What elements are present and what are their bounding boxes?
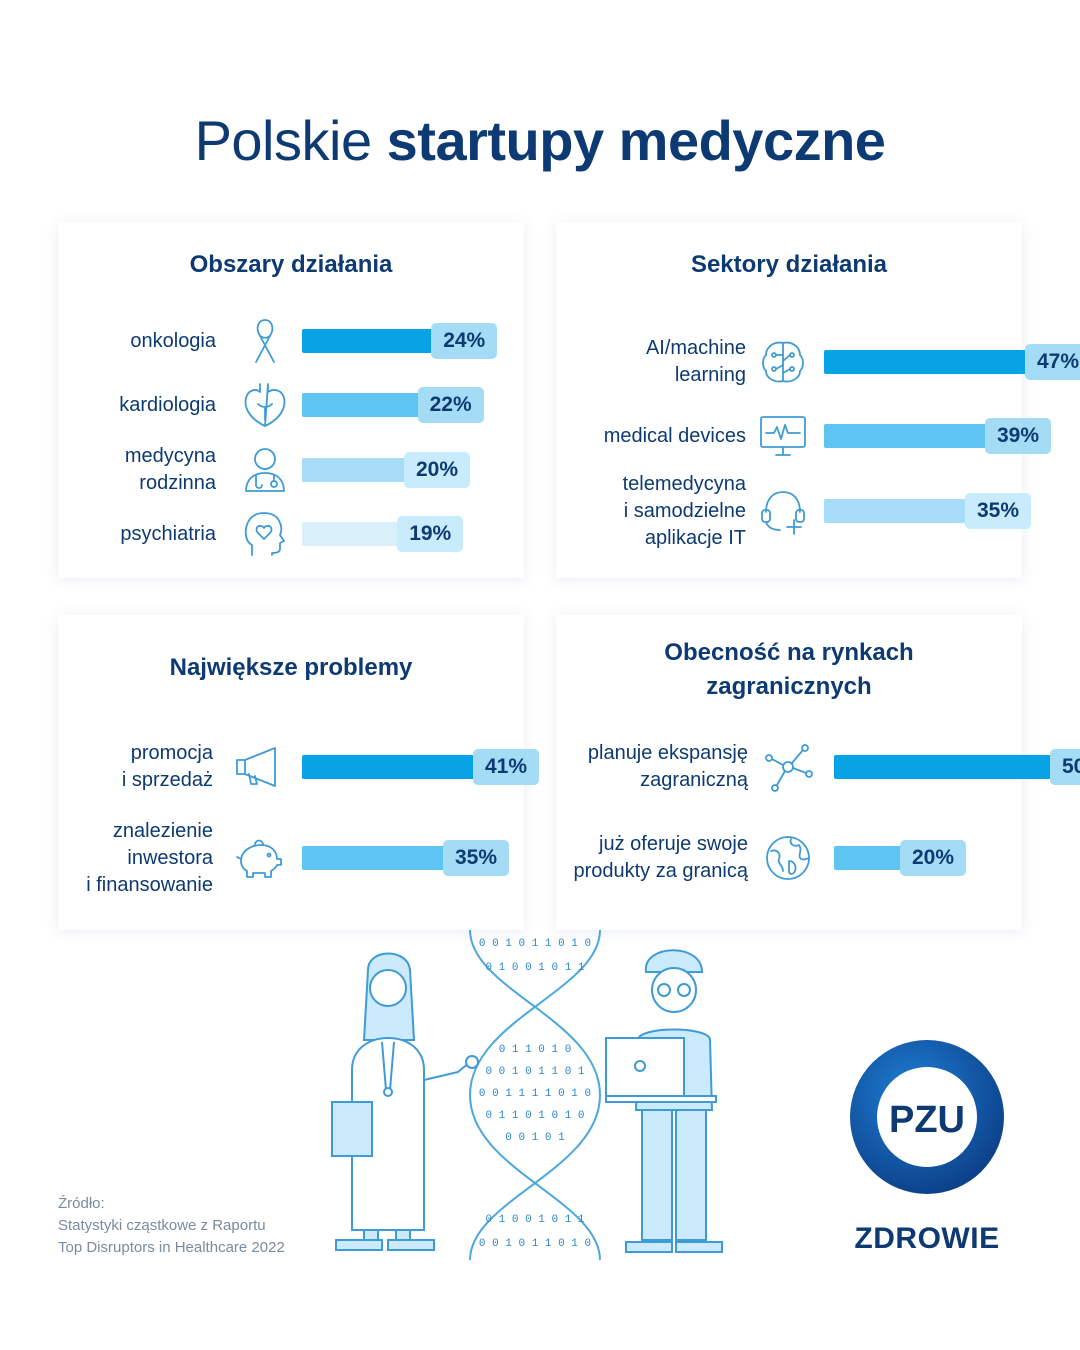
source-note: Źródło: Statystyki cząstkowe z Raportu T… bbox=[58, 1193, 285, 1259]
card-title: Obecność na rynkach zagranicznych bbox=[664, 639, 914, 700]
chart-row: znalezienie inwestora i finansowanie 35% bbox=[58, 820, 524, 896]
value-label: 20% bbox=[900, 840, 967, 876]
piggy-bank-icon bbox=[231, 831, 285, 885]
card-sektory-dzialania: Sektory działania AI/machine learning 47%… bbox=[556, 222, 1080, 578]
category-label: medycyna rodzinna bbox=[124, 445, 216, 494]
title-light: Polskie bbox=[194, 109, 373, 172]
category-label: planuje ekspansję zagraniczną bbox=[587, 742, 748, 791]
bar-track: 20% bbox=[302, 452, 508, 488]
bar-track: 35% bbox=[302, 840, 547, 876]
value-label: 20% bbox=[404, 452, 471, 488]
chart-row: AI/machine learning 47% bbox=[556, 337, 1080, 386]
card-title: Obszary działania bbox=[189, 251, 393, 278]
category-label: medical devices bbox=[603, 424, 746, 447]
doctor-figure bbox=[331, 952, 479, 1251]
illustration: 0 0 1 0 1 1 0 1 0 0 1 0 0 1 0 1 1 0 1 1 … bbox=[331, 930, 723, 1260]
pzu-logo: PZU bbox=[850, 1040, 1004, 1194]
category-label: telemedycyna i samodzielne aplikacje IT bbox=[622, 472, 746, 549]
bar-track: 50% bbox=[834, 749, 1080, 785]
chart-row: planuje ekspansję zagraniczną 50% bbox=[556, 742, 1080, 792]
value-label: 35% bbox=[965, 493, 1032, 529]
chart-row: kardiologia 22% bbox=[58, 383, 524, 427]
bar bbox=[824, 350, 1059, 374]
title-bold: startupy medyczne bbox=[386, 109, 886, 172]
chart-row: telemedycyna i samodzielne aplikacje IT 3… bbox=[556, 473, 1032, 549]
globe-icon bbox=[761, 831, 815, 885]
chart-row: już oferuje swoje produkty za granicą 20% bbox=[556, 833, 1022, 882]
value-label: 41% bbox=[473, 749, 540, 785]
page-title: Polskie startupy medyczne bbox=[0, 108, 1080, 173]
source-line: Top Disruptors in Healthcare 2022 bbox=[58, 1239, 285, 1256]
bar-track: 41% bbox=[302, 749, 577, 785]
heart-organ-icon bbox=[238, 378, 292, 432]
network-nodes-icon bbox=[761, 740, 815, 794]
bar-track: 24% bbox=[302, 323, 535, 359]
logo-text: ZDROWIE bbox=[854, 1222, 1000, 1255]
value-label: 39% bbox=[985, 418, 1052, 454]
chart-row: medycyna rodzinna 20% bbox=[58, 445, 524, 494]
dna-binary-line: 0 0 1 0 1 bbox=[505, 1132, 565, 1144]
heart-monitor-icon bbox=[756, 409, 810, 463]
brain-circuit-icon bbox=[756, 335, 810, 389]
dna-binary-line: 0 0 1 1 1 1 0 1 0 bbox=[479, 1088, 591, 1100]
dna-binary-line: 0 0 1 0 1 1 0 1 bbox=[485, 1066, 584, 1078]
bar bbox=[834, 755, 1080, 779]
dna-binary-line: 0 1 0 0 1 0 1 1 bbox=[485, 1214, 584, 1226]
dna-binary-line: 0 1 1 0 1 0 1 0 bbox=[485, 1110, 584, 1122]
category-label: psychiatria bbox=[120, 522, 216, 545]
category-label: kardiologia bbox=[119, 393, 216, 416]
category-label: już oferuje swoje produkty za granicą bbox=[573, 833, 748, 882]
doctor-stethoscope-icon bbox=[238, 443, 292, 497]
bar-track: 39% bbox=[824, 418, 1080, 454]
dna-binary-line: 0 1 1 0 1 0 bbox=[499, 1044, 572, 1056]
value-label: 22% bbox=[417, 387, 484, 423]
chart-row: medical devices 39% bbox=[556, 416, 1052, 456]
card-title: Największe problemy bbox=[169, 654, 413, 681]
bar-track: 20% bbox=[834, 840, 1004, 876]
man-figure bbox=[605, 949, 723, 1253]
category-label: promocja i sprzedaż bbox=[121, 742, 213, 791]
megaphone-icon bbox=[231, 740, 285, 794]
source-heading: Źródło: bbox=[58, 1195, 105, 1212]
dna-binary-line: 0 0 1 0 1 1 0 1 0 bbox=[479, 938, 591, 950]
dna-strand-right bbox=[468, 930, 601, 1260]
card-najwieksze-problemy: Największe problemy promocja i sprzedaż 4… bbox=[58, 615, 540, 930]
category-label: onkologia bbox=[130, 329, 216, 352]
bar-track: 19% bbox=[302, 516, 501, 552]
bar-track: 35% bbox=[824, 493, 1069, 529]
chart-row: promocja i sprzedaż 41% bbox=[58, 742, 540, 791]
category-label: AI/machine learning bbox=[645, 337, 746, 386]
pzu-logo-mark: PZU bbox=[889, 1099, 965, 1141]
head-heart-icon bbox=[238, 507, 292, 561]
value-label: 47% bbox=[1025, 344, 1080, 380]
card-title: Sektory działania bbox=[690, 251, 888, 278]
bar bbox=[302, 755, 507, 779]
source-line: Statystyki cząstkowe z Raportu bbox=[58, 1217, 266, 1234]
chart-row: onkologia 24% bbox=[58, 319, 524, 363]
chart-row: psychiatria 19% bbox=[58, 512, 524, 556]
value-label: 50% bbox=[1050, 749, 1080, 785]
headset-plus-icon bbox=[756, 484, 810, 538]
card-obszary-dzialania: Obszary działania onkologia 24% kardiologi… bbox=[58, 222, 524, 578]
category-label: znalezienie inwestora i finansowanie bbox=[86, 819, 213, 896]
card-obecnosc-na-rynkach: Obecność na rynkach zagranicznych planuj… bbox=[556, 615, 1080, 930]
cancer-ribbon-icon bbox=[238, 314, 292, 368]
bar-track: 22% bbox=[302, 387, 522, 423]
bar-track: 47% bbox=[824, 344, 1080, 380]
dna-binary-line: 0 0 1 0 1 1 0 1 0 bbox=[479, 1238, 591, 1250]
value-label: 19% bbox=[397, 516, 464, 552]
value-label: 35% bbox=[443, 840, 510, 876]
dna-binary-line: 0 1 0 0 1 0 1 1 bbox=[485, 962, 584, 974]
value-label: 24% bbox=[431, 323, 498, 359]
dna-strand-left bbox=[469, 930, 602, 1260]
